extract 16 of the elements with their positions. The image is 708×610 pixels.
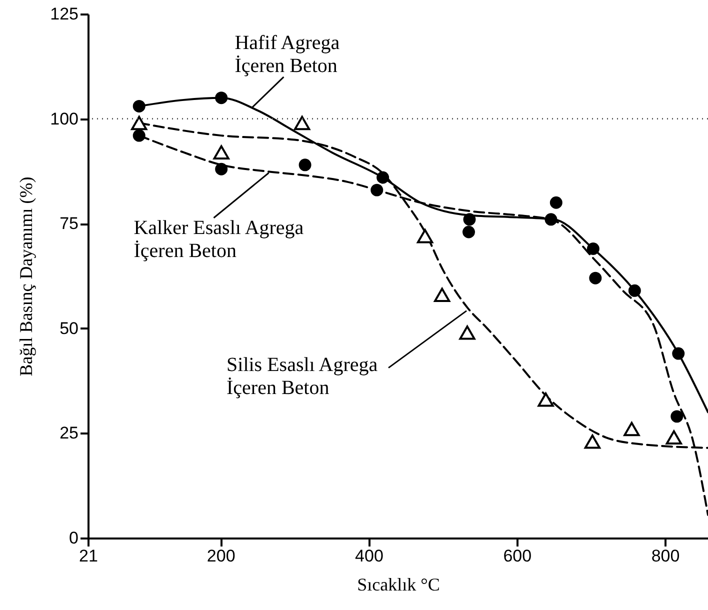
- y-tick-label: 100: [50, 109, 78, 128]
- y-tick-label: 125: [50, 4, 78, 24]
- y-axis-title: Bağıl Basınç Dayanımı (%): [16, 176, 36, 376]
- x-tick-label: 600: [503, 546, 532, 566]
- x-tick-label: 800: [651, 546, 680, 566]
- x-tick-label: 21: [79, 546, 98, 566]
- x-tick-label: 200: [206, 546, 236, 566]
- y-tick-label: 75: [60, 214, 78, 234]
- annotation: Kalker Esaslı Agrega İçeren Beton: [134, 216, 304, 262]
- annotation: Hafif Agrega İçeren Beton: [234, 32, 340, 77]
- y-tick-label: 50: [60, 318, 78, 338]
- y-tick-label: 0: [69, 528, 78, 548]
- annotation: Silis Esaslı Agrega İçeren Beton: [226, 354, 378, 399]
- y-tick-label: 25: [60, 424, 78, 443]
- x-tick-label: 400: [355, 546, 384, 566]
- x-axis-title: Sıcaklık °C: [357, 574, 440, 594]
